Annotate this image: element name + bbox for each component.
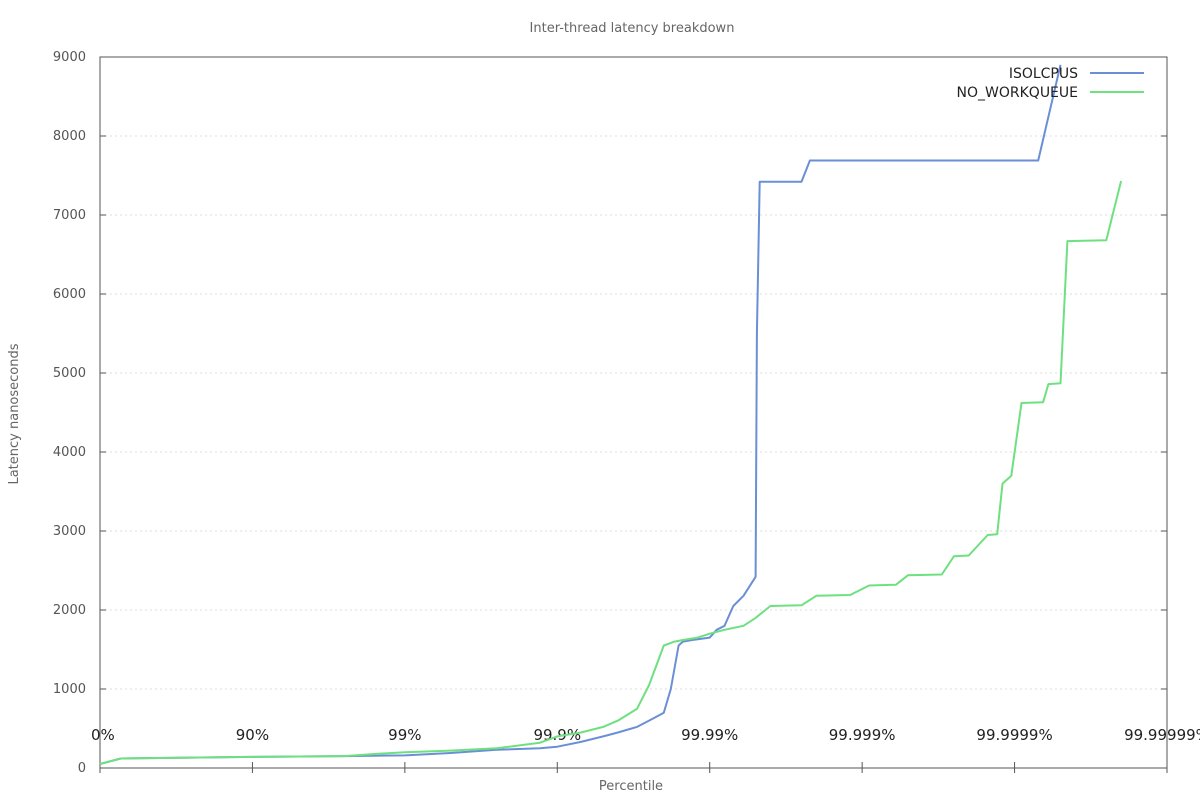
y-tick-label: 5000 [53, 366, 86, 381]
legend-label: NO_WORKQUEUE [957, 85, 1078, 101]
y-tick-label: 0 [78, 761, 86, 776]
y-axis-title: Latency nanoseconds [7, 343, 22, 484]
series-line-no-workqueue [99, 180, 1123, 765]
x-tick-label: 0% [91, 726, 115, 744]
x-tick-label: 99.99% [681, 726, 738, 744]
y-axis: 0 1000 2000 3000 4000 5000 6000 7000 8000 9000 [53, 50, 1167, 776]
x-tick-label: 99% [388, 726, 421, 744]
x-tick-label: 99.9% [533, 726, 581, 744]
x-tick-label: 99.99999% [1124, 726, 1200, 744]
y-tick-label: 8000 [53, 129, 86, 144]
y-tick-label: 1000 [53, 682, 86, 697]
y-tick-label: 3000 [53, 524, 86, 539]
y-tick-label: 4000 [53, 445, 86, 460]
y-tick-label: 2000 [53, 603, 86, 618]
x-axis-title: Percentile [599, 779, 663, 794]
series-line-isolcpus [99, 64, 1062, 765]
x-axis: 0% 90% 99% 99.9% 99.99% 99.999% 99.9999% 99.999… [91, 726, 1200, 773]
x-tick-label: 99.9999% [976, 726, 1052, 744]
x-tick-label: 90% [236, 726, 269, 744]
plot-frame [99, 56, 1168, 769]
y-tick-label: 9000 [53, 50, 86, 65]
series-layer [99, 64, 1123, 765]
legend-label: ISOLCPUS [1009, 66, 1078, 82]
y-tick-label: 6000 [53, 287, 86, 302]
y-tick-label: 7000 [53, 208, 86, 223]
grid [100, 135, 1167, 690]
chart-title: Inter-thread latency breakdown [530, 21, 735, 36]
legend: ISOLCPUS NO_WORKQUEUE [957, 66, 1144, 101]
x-tick-label: 99.999% [829, 726, 896, 744]
